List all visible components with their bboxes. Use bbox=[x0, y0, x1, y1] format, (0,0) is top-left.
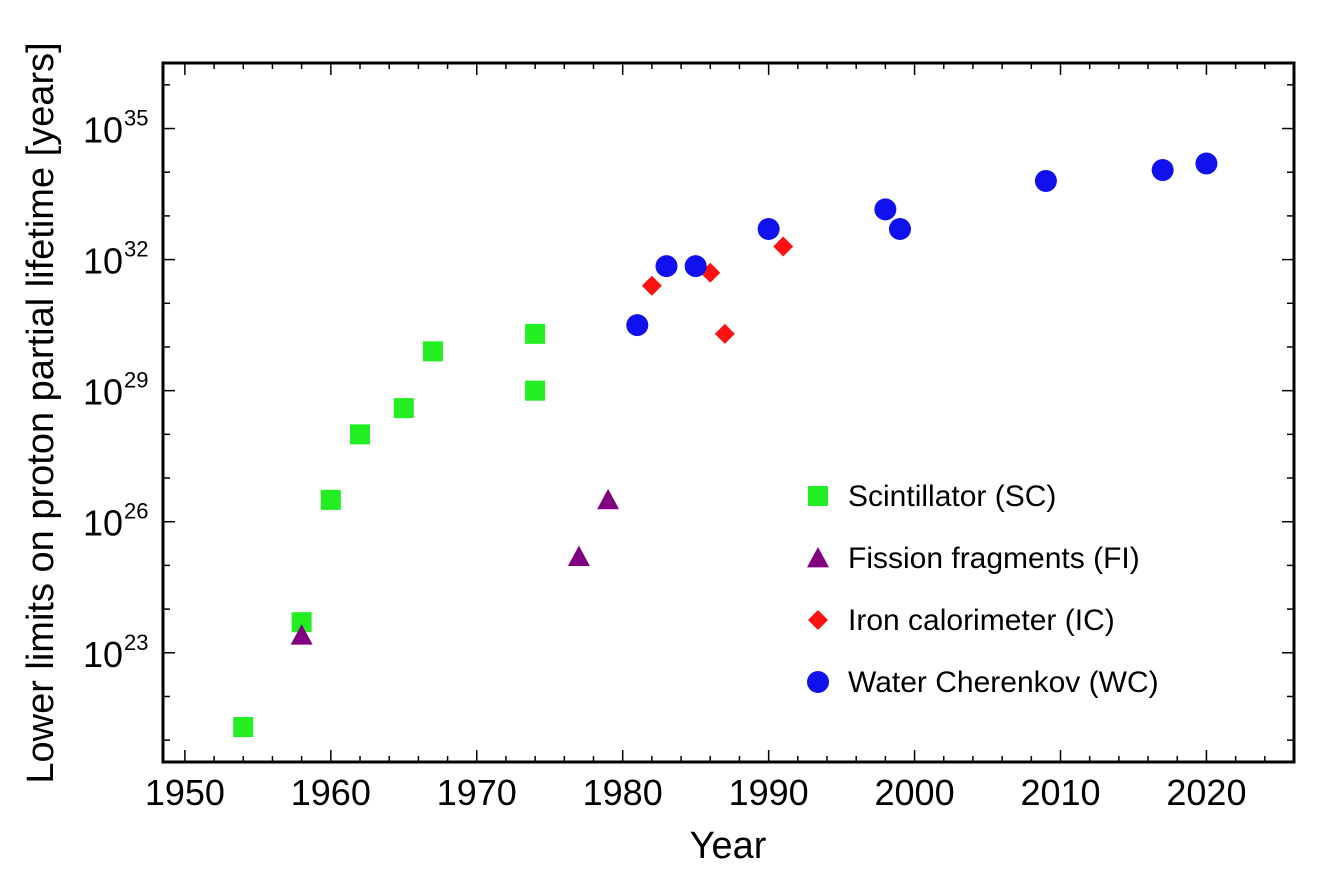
y-tick-label: 10 bbox=[83, 110, 123, 151]
y-tick-exponent: 26 bbox=[124, 499, 148, 524]
x-tick-label: 2000 bbox=[875, 772, 955, 813]
data-point-iron-calorimeter-ic bbox=[641, 275, 662, 296]
tick-marks bbox=[163, 63, 1295, 762]
x-tick-label: 1980 bbox=[583, 772, 663, 813]
data-points bbox=[233, 152, 1218, 738]
x-axis-title: Year bbox=[690, 825, 767, 864]
data-point-iron-calorimeter-ic bbox=[714, 323, 735, 344]
legend-label: Water Cherenkov (WC) bbox=[848, 666, 1159, 699]
data-point-water-cherenkov-wc bbox=[1151, 159, 1174, 182]
y-tick-label: 10 bbox=[83, 241, 123, 282]
y-tick-label: 10 bbox=[83, 634, 123, 675]
data-point-fission-fragments-fi bbox=[597, 488, 620, 510]
y-tick-exponent: 29 bbox=[124, 368, 148, 393]
data-point-scintillator-sc bbox=[291, 612, 312, 633]
plot-frame bbox=[161, 61, 1296, 764]
legend-marker bbox=[807, 547, 829, 568]
data-point-scintillator-sc bbox=[393, 398, 414, 419]
y-tick-label: 10 bbox=[83, 503, 123, 544]
data-point-fission-fragments-fi bbox=[290, 624, 313, 645]
data-point-water-cherenkov-wc bbox=[626, 314, 649, 337]
data-point-water-cherenkov-wc bbox=[1034, 169, 1057, 192]
legend-label: Iron calorimeter (IC) bbox=[848, 604, 1115, 637]
data-point-water-cherenkov-wc bbox=[888, 218, 911, 241]
x-tick-label: 2010 bbox=[1020, 772, 1100, 813]
data-point-water-cherenkov-wc bbox=[684, 255, 707, 278]
x-tick-label: 1950 bbox=[145, 772, 225, 813]
x-tick-label: 1970 bbox=[437, 772, 517, 813]
data-point-scintillator-sc bbox=[422, 341, 443, 362]
legend-label: Scintillator (SC) bbox=[848, 480, 1056, 513]
y-tick-exponent: 32 bbox=[124, 237, 148, 262]
data-point-scintillator-sc bbox=[525, 380, 546, 401]
y-tick-exponent: 23 bbox=[124, 630, 148, 655]
data-point-scintillator-sc bbox=[525, 323, 546, 344]
y-tick-label: 10 bbox=[83, 372, 123, 413]
x-tick-label: 1990 bbox=[729, 772, 809, 813]
y-tick-exponent: 35 bbox=[124, 106, 148, 131]
data-point-water-cherenkov-wc bbox=[1195, 152, 1218, 175]
data-point-scintillator-sc bbox=[350, 424, 371, 445]
data-point-water-cherenkov-wc bbox=[655, 255, 678, 278]
y-axis-title: Lower limits on proton partial lifetime … bbox=[20, 42, 62, 783]
legend-marker bbox=[807, 671, 829, 693]
legend-marker bbox=[808, 610, 828, 630]
legend-marker bbox=[808, 486, 828, 506]
data-point-scintillator-sc bbox=[320, 489, 341, 510]
data-point-fission-fragments-fi bbox=[567, 545, 590, 567]
data-point-water-cherenkov-wc bbox=[757, 218, 780, 241]
data-point-scintillator-sc bbox=[233, 717, 254, 738]
x-tick-labels: 1950 1960 1970 1980 1990 2000 2010 2020 bbox=[145, 772, 1247, 813]
x-tick-label: 1960 bbox=[291, 772, 371, 813]
legend: Scintillator (SC) Fission fragments (FI) I… bbox=[807, 480, 1159, 699]
legend-label: Fission fragments (FI) bbox=[848, 542, 1140, 575]
x-tick-label: 2020 bbox=[1166, 772, 1246, 813]
data-point-water-cherenkov-wc bbox=[874, 198, 897, 221]
data-point-iron-calorimeter-ic bbox=[773, 236, 794, 257]
